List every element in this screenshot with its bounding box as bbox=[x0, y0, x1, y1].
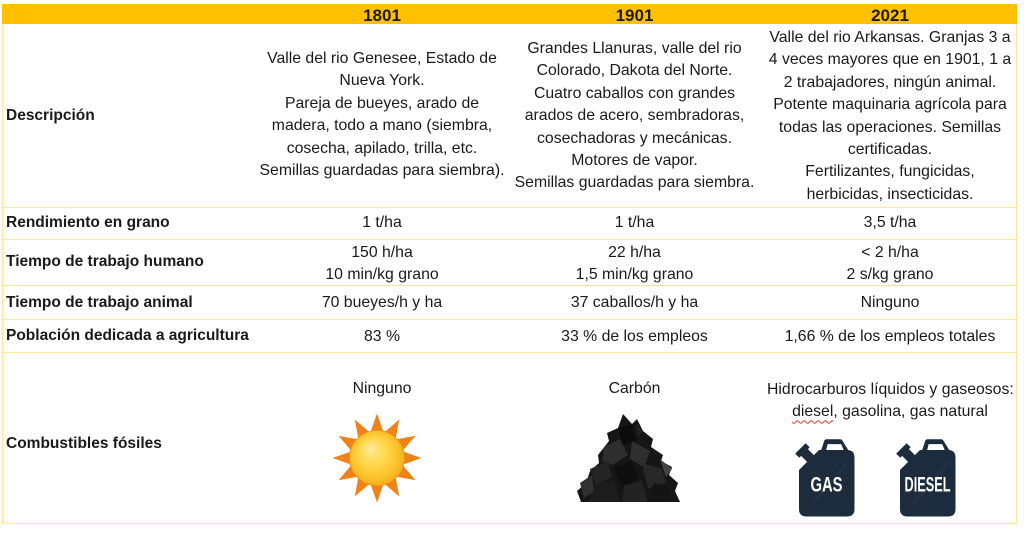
svg-text:GAS: GAS bbox=[811, 473, 843, 497]
svg-text:DIESEL: DIESEL bbox=[905, 473, 951, 497]
